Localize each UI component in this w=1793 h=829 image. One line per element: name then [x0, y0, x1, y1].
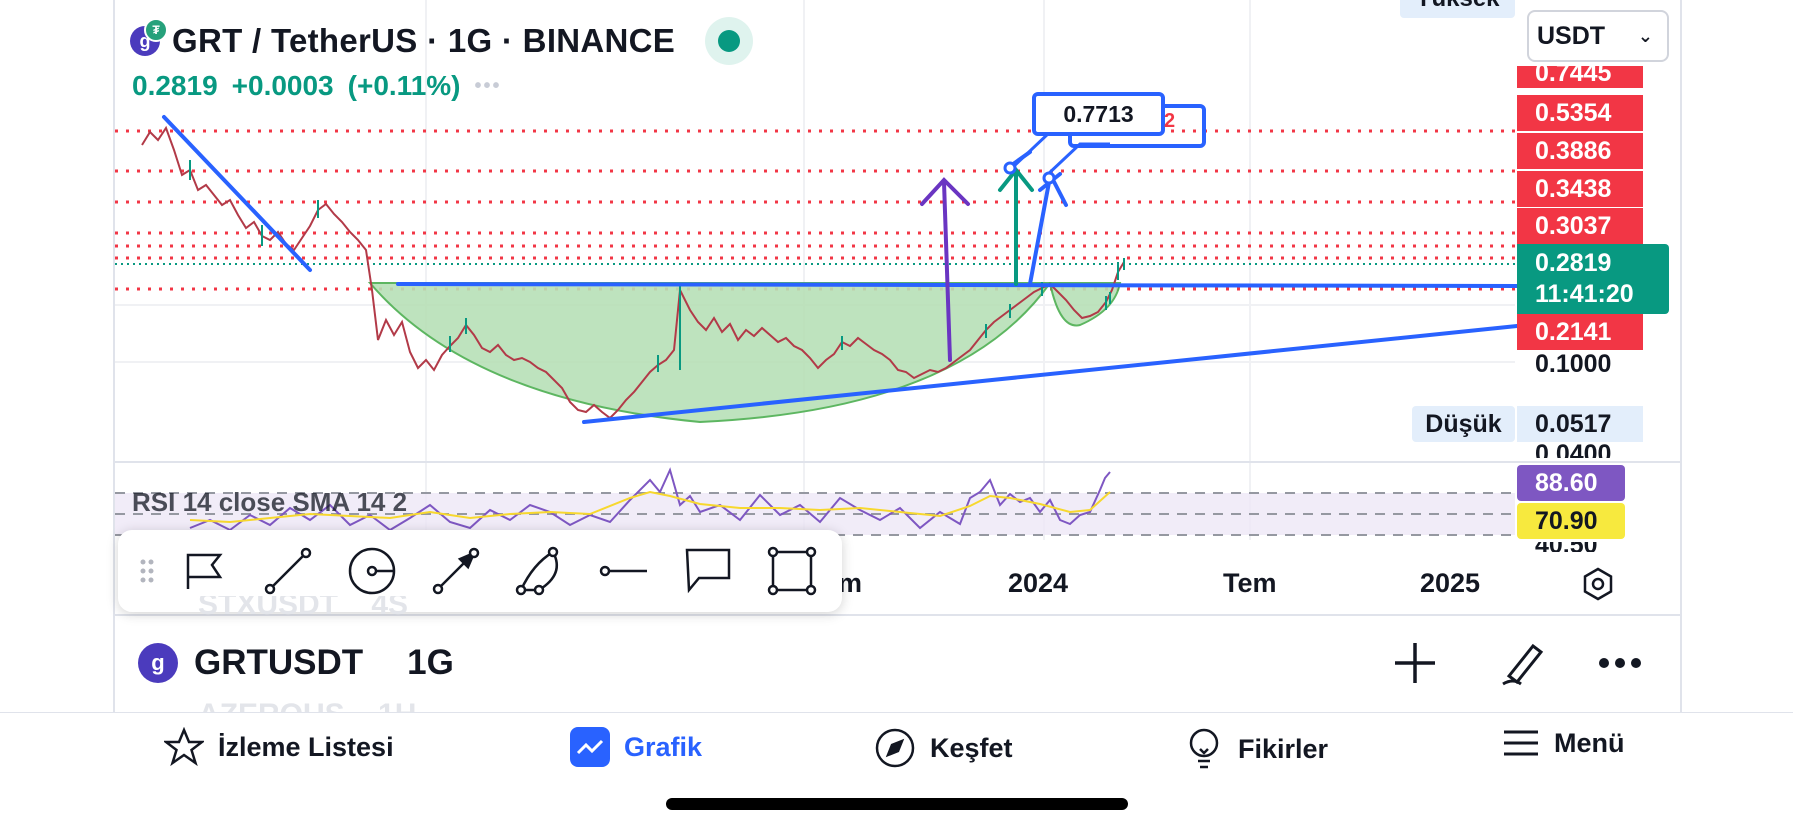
interval[interactable]: 1G — [407, 643, 454, 682]
rsi-indicator-label[interactable]: RSI 14 close SMA 14 2 — [132, 487, 408, 517]
nav-watchlist[interactable]: İzleme Listesi — [164, 727, 394, 767]
path-tool-icon[interactable] — [498, 541, 582, 601]
bottom-navigation: İzleme Listesi Grafik Keşfet Fikirler Me… — [0, 712, 1793, 829]
support-level-label[interactable]: 0.2141 — [1517, 314, 1643, 350]
chevron-down-icon: ⌄ — [1637, 25, 1653, 46]
grt-logo: g — [138, 643, 178, 683]
currency-value: USDT — [1537, 21, 1606, 50]
chart-divider — [113, 614, 1682, 616]
lightbulb-icon — [1189, 728, 1219, 769]
tether-badge-icon: ₮ — [144, 18, 168, 42]
price-level-label[interactable]: 0.3886 — [1517, 133, 1643, 169]
high-label: Yüksek — [1400, 0, 1515, 18]
grt-logo: g ₮ — [130, 18, 168, 56]
star-icon — [164, 727, 204, 767]
rectangle-tool-icon[interactable] — [750, 541, 834, 601]
symbol-header[interactable]: g ₮ GRT / TetherUS · 1G · BINANCE — [130, 17, 754, 65]
target-annotation-label: 0.7713 — [1063, 100, 1134, 127]
chart-left-border — [113, 0, 115, 712]
time-axis-label: m — [838, 568, 863, 598]
flag-tool-icon[interactable] — [162, 541, 246, 601]
home-indicator[interactable] — [666, 798, 1128, 810]
horizontal-ray-tool-icon[interactable] — [582, 541, 666, 601]
bar-countdown: 11:41:20 — [1535, 280, 1634, 308]
price-tick: 0.1000 — [1535, 350, 1612, 378]
chart-settings-icon[interactable] — [1580, 566, 1616, 602]
currency-select[interactable]: USDT ⌄ — [1527, 10, 1669, 62]
market-status-icon[interactable] — [705, 17, 754, 65]
badge-glyph: ₮ — [152, 23, 160, 37]
rsi-tick: 40.50 — [1535, 542, 1598, 552]
ghost-symbol-above: STXUSDT 4S — [198, 596, 409, 620]
trend-line-tool-icon[interactable] — [246, 541, 330, 601]
nav-ideas[interactable]: Fikirler — [1184, 727, 1328, 771]
price-change-percent: (+0.11%) — [347, 70, 461, 101]
nav-label: Fikirler — [1238, 733, 1329, 764]
time-axis-label: 2025 — [1420, 568, 1481, 598]
price-level-label[interactable]: 0.3438 — [1517, 171, 1643, 207]
add-button[interactable] — [1385, 633, 1445, 693]
symbol-bar[interactable]: g GRTUSDT 1G — [138, 638, 454, 688]
price-chart-canvas[interactable] — [0, 0, 1793, 620]
rsi-value: 88.60 — [1517, 465, 1625, 501]
nav-label: İzleme Listesi — [218, 731, 394, 762]
rsi-sma-value: 70.90 — [1517, 503, 1625, 539]
ghost-symbol-below: AZEROUS 1H — [198, 698, 416, 712]
nav-label: Keşfet — [930, 732, 1013, 763]
chart-right-border — [1680, 0, 1682, 712]
price-summary: 0.2819 +0.0003 (+0.11%) ••• — [132, 70, 502, 102]
callout-tool-icon[interactable] — [666, 541, 750, 601]
logo-letter: g — [139, 30, 151, 51]
chart-area[interactable]: g ₮ GRT / TetherUS · 1G · BINANCE 0.2819… — [0, 0, 1793, 712]
annotation-suffix: 2 — [1164, 110, 1176, 132]
arrow-tool-icon[interactable] — [414, 541, 498, 601]
drag-handle-icon[interactable] — [132, 541, 162, 601]
symbol-name[interactable]: GRTUSDT — [194, 643, 364, 682]
low-value: 0.0517 — [1517, 406, 1643, 442]
chart-icon — [570, 727, 610, 767]
compass-icon — [875, 728, 915, 768]
more-options-icon[interactable] — [1590, 633, 1650, 693]
nav-label: Grafik — [624, 731, 703, 762]
hamburger-menu-icon — [1504, 730, 1538, 756]
price-level-label[interactable]: 0.3037 — [1517, 208, 1643, 244]
current-price-label[interactable]: 0.2819 11:41:20 — [1517, 244, 1669, 314]
last-price: 0.2819 — [132, 70, 218, 101]
drawing-toolbar — [118, 530, 842, 612]
nav-chart[interactable]: Grafik — [570, 727, 702, 767]
price-level-label[interactable]: 0.7445 — [1517, 66, 1643, 88]
time-axis-label: Tem — [1223, 568, 1277, 598]
circle-tool-icon[interactable] — [330, 541, 414, 601]
low-label: Düşük — [1412, 406, 1515, 442]
price-tick: 0.0400 — [1535, 440, 1612, 458]
time-axis-label: 2024 — [1008, 568, 1069, 598]
nav-label: Menü — [1554, 727, 1625, 758]
target-annotation[interactable]: 0.7713 — [1032, 92, 1165, 136]
nav-explore[interactable]: Keşfet — [874, 727, 1013, 769]
current-price-value: 0.2819 — [1535, 249, 1612, 277]
price-change: +0.0003 — [231, 70, 334, 101]
nav-menu[interactable]: Menü — [1502, 727, 1625, 759]
draw-pen-icon[interactable] — [1494, 633, 1554, 693]
symbol-title[interactable]: GRT / TetherUS · 1G · BINANCE — [172, 22, 676, 59]
logo-letter: g — [151, 650, 165, 675]
price-level-label[interactable]: 0.5354 — [1517, 95, 1643, 131]
more-values-icon[interactable]: ••• — [474, 74, 502, 97]
